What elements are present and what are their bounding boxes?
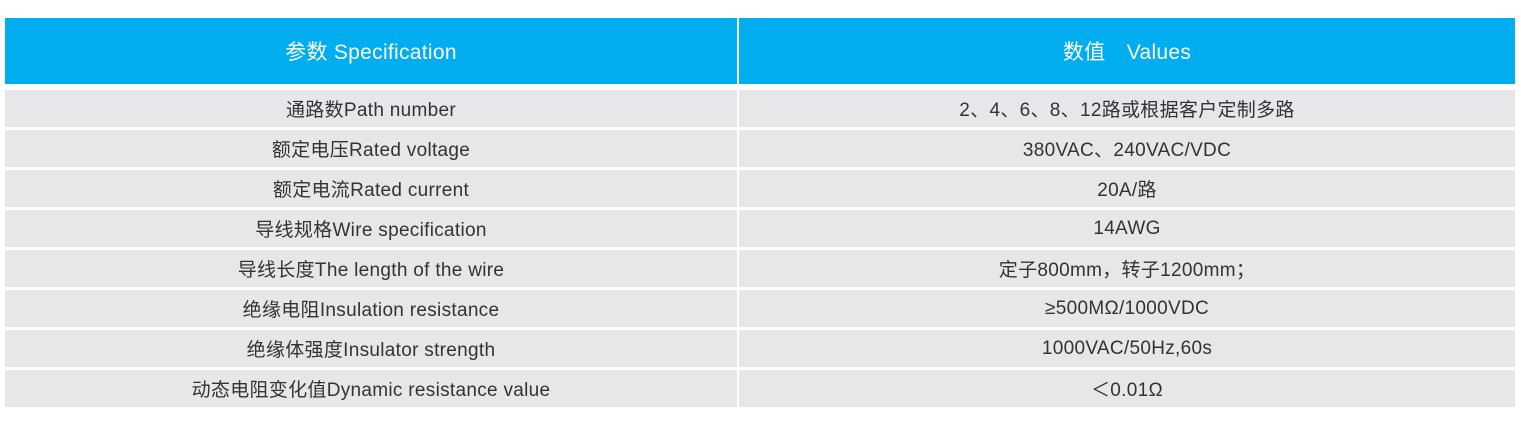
table-row: 导线长度The length of the wire 定子800mm，转子1200…	[5, 250, 1515, 290]
table-cell: 定子800mm，转子1200mm；	[737, 250, 1515, 287]
header-row: 参数 Specification 数值 Values	[5, 18, 1515, 84]
table-cell: ≥500MΩ/1000VDC	[737, 290, 1515, 327]
table-row: 通路数Path number 2、4、6、8、12路或根据客户定制多路	[5, 90, 1515, 130]
table-cell: 1000VAC/50Hz,60s	[737, 330, 1515, 367]
table-cell: 20A/路	[737, 170, 1515, 207]
header-cell: 数值 Values	[737, 18, 1515, 84]
table-cell: 380VAC、240VAC/VDC	[737, 130, 1515, 167]
table-row: 额定电流Rated current 20A/路	[5, 170, 1515, 210]
header-cell: 参数 Specification	[5, 18, 737, 84]
table-cell: 动态电阻变化值Dynamic resistance value	[5, 370, 737, 407]
table-row: 动态电阻变化值Dynamic resistance value ＜0.01Ω	[5, 370, 1515, 410]
table-cell: 额定电压Rated voltage	[5, 130, 737, 167]
table-cell: 通路数Path number	[5, 90, 737, 127]
table-cell: 额定电流Rated current	[5, 170, 737, 207]
table-cell: 导线规格Wire specification	[5, 210, 737, 247]
table-cell: 14AWG	[737, 210, 1515, 247]
table-cell: 绝缘体强度Insulator strength	[5, 330, 737, 367]
table-cell: 绝缘电阻Insulation resistance	[5, 290, 737, 327]
table-cell: ＜0.01Ω	[737, 370, 1515, 407]
table-row: 绝缘体强度Insulator strength 1000VAC/50Hz,60s	[5, 330, 1515, 370]
table-row: 额定电压Rated voltage 380VAC、240VAC/VDC	[5, 130, 1515, 170]
table-row: 绝缘电阻Insulation resistance ≥500MΩ/1000VDC	[5, 290, 1515, 330]
spec-table: 参数 Specification 数值 Values 通路数Path number 2…	[5, 18, 1515, 410]
table-row: 导线规格Wire specification 14AWG	[5, 210, 1515, 250]
table-cell: 2、4、6、8、12路或根据客户定制多路	[737, 90, 1515, 127]
table-cell: 导线长度The length of the wire	[5, 250, 737, 287]
